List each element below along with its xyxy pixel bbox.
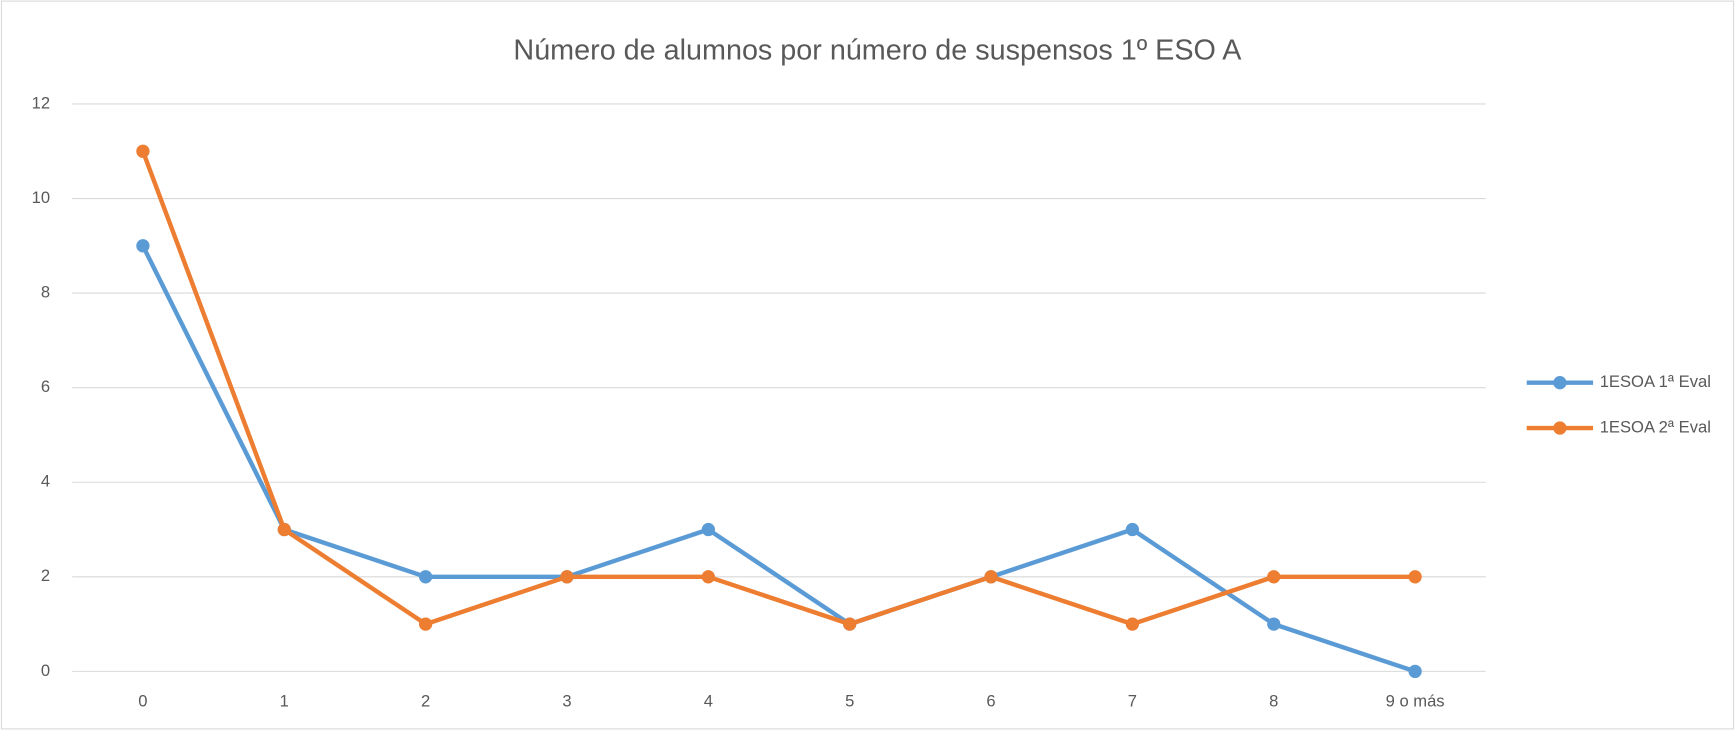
y-tick-label: 12 bbox=[32, 93, 50, 112]
x-tick-label: 8 bbox=[1269, 692, 1278, 711]
data-point bbox=[277, 522, 291, 537]
data-point bbox=[418, 617, 433, 631]
data-point bbox=[136, 144, 150, 158]
y-tick-label: 10 bbox=[32, 188, 50, 207]
data-point bbox=[136, 239, 150, 253]
chart-title: Número de alumnos por número de suspenso… bbox=[513, 35, 1242, 67]
data-point bbox=[701, 570, 715, 584]
x-tick-label: 3 bbox=[562, 692, 571, 711]
data-point bbox=[560, 570, 574, 584]
x-tick-label: 5 bbox=[845, 692, 854, 711]
y-tick-label: 4 bbox=[41, 472, 50, 491]
x-tick-label: 6 bbox=[986, 692, 995, 711]
y-tick-label: 6 bbox=[41, 377, 50, 396]
legend-label: 1ESOA 2ª Eval bbox=[1600, 417, 1711, 436]
data-point bbox=[1408, 664, 1422, 679]
data-point bbox=[1267, 617, 1281, 631]
data-point bbox=[1125, 522, 1140, 537]
x-tick-label: 7 bbox=[1128, 692, 1137, 711]
x-tick-label: 4 bbox=[704, 692, 713, 711]
data-point bbox=[701, 522, 715, 537]
x-tick-label: 0 bbox=[138, 692, 147, 711]
legend-marker bbox=[1553, 421, 1567, 435]
y-tick-label: 2 bbox=[41, 566, 50, 585]
legend-marker bbox=[1553, 376, 1567, 390]
y-tick-label: 8 bbox=[41, 282, 50, 301]
x-tick-label: 1 bbox=[280, 692, 289, 711]
data-point bbox=[418, 570, 433, 584]
data-point bbox=[843, 617, 857, 631]
data-point bbox=[1408, 570, 1422, 584]
data-point bbox=[984, 570, 998, 584]
series-line bbox=[140, 150, 1416, 627]
x-tick-label: 9 o más bbox=[1386, 692, 1445, 711]
data-point bbox=[1267, 570, 1281, 584]
data-point bbox=[1125, 617, 1140, 631]
x-tick-label: 2 bbox=[421, 692, 430, 711]
series-line bbox=[140, 244, 1416, 674]
legend-label: 1ESOA 1ª Eval bbox=[1600, 372, 1711, 391]
y-tick-label: 0 bbox=[41, 661, 50, 680]
